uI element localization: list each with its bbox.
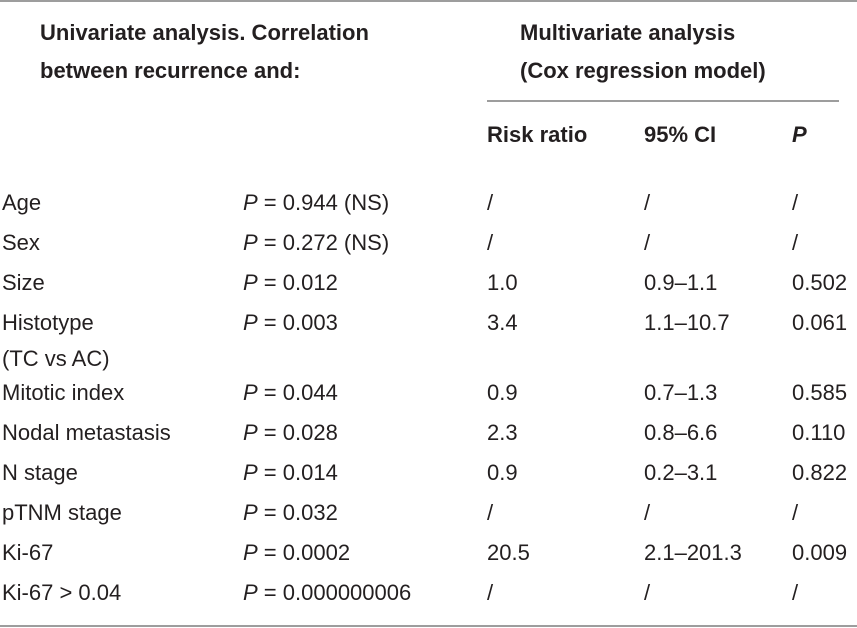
p-label: P: [243, 380, 258, 405]
p-label: P: [243, 540, 258, 565]
ci-cell: /: [644, 500, 651, 525]
column-header-p: P: [792, 122, 807, 147]
risk-ratio-cell: 20.5: [487, 540, 530, 565]
table-row: Nodal metastasis P = 0.028 2.3 0.8–6.6 0…: [0, 413, 857, 453]
p-cell: 0.822: [792, 460, 848, 485]
ci-cell: /: [644, 190, 651, 215]
risk-ratio-cell: 0.9: [487, 460, 518, 485]
p-value: = 0.000000006: [257, 580, 412, 605]
univariate-cell: P = 0.0002: [243, 533, 350, 573]
column-header-ci: 95% CI: [644, 122, 717, 147]
univariate-cell: P = 0.944 (NS): [243, 183, 389, 223]
p-value: = 0.0002: [257, 540, 351, 565]
variable-cell: Ki-67 > 0.04: [2, 580, 122, 605]
risk-ratio-cell: /: [487, 230, 494, 255]
p-value: = 0.272 (NS): [257, 230, 390, 255]
ci-cell: 0.7–1.3: [644, 380, 718, 405]
variable-cell-continuation: (TC vs AC): [2, 346, 110, 371]
risk-ratio-cell: /: [487, 500, 494, 525]
table-row: Ki-67 > 0.04 P = 0.000000006 / / /: [0, 573, 857, 613]
p-value: = 0.028: [257, 420, 338, 445]
table-row: Histotype (TC vs AC) P = 0.003 3.4 1.1–1…: [0, 303, 857, 371]
ci-cell: /: [644, 580, 651, 605]
table-row: Age P = 0.944 (NS) / / /: [0, 183, 857, 223]
table-row: pTNM stage P = 0.032 / / /: [0, 493, 857, 533]
p-label: P: [243, 190, 258, 215]
p-value: = 0.003: [257, 310, 338, 335]
p-cell: 0.110: [792, 420, 846, 445]
variable-cell: Age: [2, 190, 42, 215]
univariate-cell: P = 0.014: [243, 453, 338, 493]
risk-ratio-cell: /: [487, 580, 494, 605]
top-rule: [0, 0, 857, 2]
multivariate-header: Multivariate analysis (Cox regression mo…: [520, 14, 766, 90]
univariate-cell: P = 0.044: [243, 373, 338, 413]
multivariate-header-line1: Multivariate analysis: [520, 20, 736, 45]
univariate-cell: P = 0.012: [243, 263, 338, 303]
univariate-cell: P = 0.032: [243, 493, 338, 533]
risk-ratio-cell: /: [487, 190, 494, 215]
p-label: P: [243, 270, 258, 295]
p-cell: /: [792, 190, 799, 215]
p-label: P: [243, 420, 258, 445]
p-value: = 0.944 (NS): [257, 190, 390, 215]
table-row: Size P = 0.012 1.0 0.9–1.1 0.502: [0, 263, 857, 303]
p-value: = 0.032: [257, 500, 338, 525]
p-cell: /: [792, 230, 799, 255]
univariate-cell: P = 0.028: [243, 413, 338, 453]
p-label: P: [243, 230, 258, 255]
p-label: P: [243, 460, 258, 485]
multivariate-rule: [487, 100, 839, 102]
risk-ratio-cell: 3.4: [487, 310, 518, 335]
p-cell: 0.502: [792, 270, 848, 295]
p-value: = 0.044: [257, 380, 338, 405]
p-label: P: [243, 500, 258, 525]
univariate-cell: P = 0.003: [243, 303, 338, 343]
p-value: = 0.012: [257, 270, 338, 295]
risk-ratio-cell: 2.3: [487, 420, 518, 445]
variable-cell: pTNM stage: [2, 500, 122, 525]
variable-cell: Size: [2, 270, 45, 295]
ci-cell: 0.9–1.1: [644, 270, 718, 295]
ci-cell: 1.1–10.7: [644, 310, 730, 335]
bottom-rule: [0, 625, 857, 627]
p-cell: /: [792, 500, 799, 525]
p-value: = 0.014: [257, 460, 338, 485]
risk-ratio-cell: 0.9: [487, 380, 518, 405]
ci-cell: 0.2–3.1: [644, 460, 718, 485]
univariate-cell: P = 0.000000006: [243, 573, 411, 613]
p-cell: 0.009: [792, 540, 848, 565]
variable-cell: Sex: [2, 230, 40, 255]
risk-ratio-cell: 1.0: [487, 270, 518, 295]
p-label: P: [243, 310, 258, 335]
univariate-header: Univariate analysis. Correlation between…: [40, 14, 369, 90]
variable-cell: Ki-67: [2, 540, 54, 565]
univariate-header-line2: between recurrence and:: [40, 58, 301, 83]
ci-cell: /: [644, 230, 651, 255]
univariate-header-line1: Univariate analysis. Correlation: [40, 20, 369, 45]
variable-cell: N stage: [2, 460, 78, 485]
multivariate-header-line2: (Cox regression model): [520, 58, 766, 83]
variable-cell: Mitotic index: [2, 380, 125, 405]
ci-cell: 2.1–201.3: [644, 540, 742, 565]
table-row: Sex P = 0.272 (NS) / / /: [0, 223, 857, 263]
p-label: P: [243, 580, 258, 605]
ci-cell: 0.8–6.6: [644, 420, 718, 445]
variable-cell: Nodal metastasis: [2, 420, 171, 445]
table-row: Ki-67 P = 0.0002 20.5 2.1–201.3 0.009: [0, 533, 857, 573]
p-cell: 0.061: [792, 310, 848, 335]
univariate-cell: P = 0.272 (NS): [243, 223, 389, 263]
p-cell: /: [792, 580, 799, 605]
column-header-risk-ratio: Risk ratio: [487, 122, 588, 147]
table-row: Mitotic index P = 0.044 0.9 0.7–1.3 0.58…: [0, 373, 857, 413]
p-cell: 0.585: [792, 380, 848, 405]
variable-cell: Histotype: [2, 310, 94, 335]
table-row: N stage P = 0.014 0.9 0.2–3.1 0.822: [0, 453, 857, 493]
